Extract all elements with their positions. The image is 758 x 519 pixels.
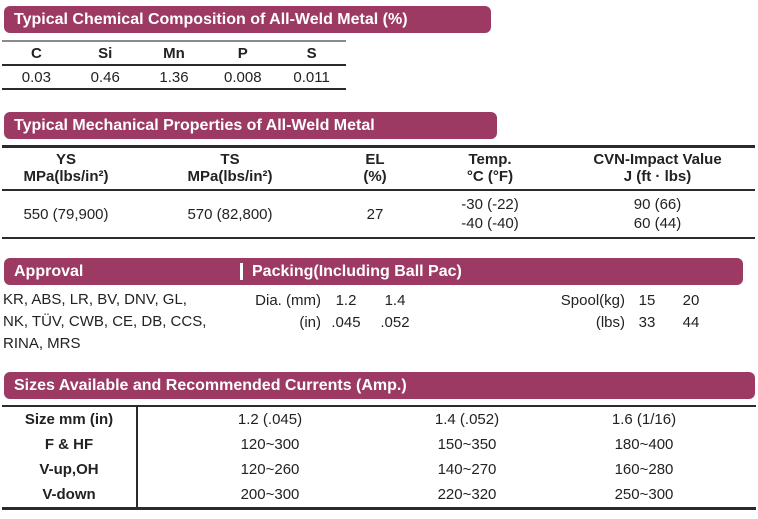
chem-col-p: P <box>237 44 248 62</box>
chemical-table-header-row: C Si Mn P S <box>2 42 346 66</box>
chemical-composition-title: Typical Chemical Composition of All-Weld… <box>14 10 408 28</box>
current-value: 220~320 <box>437 486 497 503</box>
current-value: 120~300 <box>240 436 300 453</box>
approval-title: Approval <box>14 262 84 280</box>
dia-mm-label: Dia. (mm) <box>255 292 321 309</box>
spool-kg-value: 15 <box>638 292 656 309</box>
current-row-label: F & HF <box>2 432 138 457</box>
mech-val-ts: 570 (82,800) <box>187 205 273 223</box>
dia-mm-value: 1.2 <box>335 292 357 309</box>
chem-val-c: 0.03 <box>21 68 51 86</box>
mech-val-ys: 550 (79,900) <box>23 205 109 223</box>
chem-col-s: S <box>306 44 317 62</box>
current-value: 120~260 <box>240 461 300 478</box>
size-row-label: Size mm (in) <box>2 407 138 432</box>
sizes-currents-table: Size mm (in) 1.2 (.045) 1.4 (.052) 1.6 (… <box>2 405 756 510</box>
packing-spool-table: Spool(kg) 15 20 (lbs) 33 44 <box>545 290 713 334</box>
spool-kg-value: 20 <box>682 292 700 309</box>
mech-col-el: EL (%) <box>363 151 387 185</box>
chem-val-mn: 1.36 <box>159 68 189 86</box>
current-value: 250~300 <box>614 486 674 503</box>
size-col-value: 1.2 (.045) <box>237 411 303 428</box>
dia-mm-value: 1.4 <box>384 292 406 309</box>
chemical-table-value-row: 0.03 0.46 1.36 0.008 0.011 <box>2 66 346 90</box>
mech-col-temp: Temp. °C (°F) <box>466 151 514 185</box>
mechanical-properties-title: Typical Mechanical Properties of All-Wel… <box>14 116 375 134</box>
approval-agencies-list: KR, ABS, LR, BV, DNV, GL, NK, TÜV, CWB, … <box>3 289 206 355</box>
mech-val-temp: -30 (-22) -40 (-40) <box>461 196 519 232</box>
packing-title: Packing(Including Ball Pac) <box>252 262 462 280</box>
chem-col-si: Si <box>98 44 113 62</box>
size-col-value: 1.4 (.052) <box>434 411 500 428</box>
spool-kg-label: Spool(kg) <box>560 292 625 309</box>
dia-in-value: .045 <box>331 314 361 331</box>
header-divider <box>240 263 243 280</box>
current-value: 150~350 <box>437 436 497 453</box>
current-value: 160~280 <box>614 461 674 478</box>
chem-val-s: 0.011 <box>293 68 330 86</box>
mech-col-ys: YS MPa(lbs/in²) <box>23 151 109 185</box>
mechanical-properties-header-bar: Typical Mechanical Properties of All-Wel… <box>4 112 497 139</box>
packing-diameter-table: Dia. (mm) 1.2 1.4 (in) .045 .052 <box>245 290 419 334</box>
mech-val-cvn: 90 (66) 60 (44) <box>633 196 682 232</box>
mech-col-cvn: CVN-Impact Value J (ft · lbs) <box>593 151 722 185</box>
sizes-currents-grid: Size mm (in) 1.2 (.045) 1.4 (.052) 1.6 (… <box>2 407 756 507</box>
mechanical-table-value-row: 550 (79,900) 570 (82,800) 27 -30 (-22) -… <box>2 191 755 239</box>
current-value: 200~300 <box>240 486 300 503</box>
current-value: 140~270 <box>437 461 497 478</box>
approval-line: KR, ABS, LR, BV, DNV, GL, <box>3 291 187 308</box>
chemical-composition-table: C Si Mn P S 0.03 0.46 1.36 0.008 0.011 <box>2 40 346 90</box>
chem-col-mn: Mn <box>163 44 185 62</box>
chem-val-si: 0.46 <box>90 68 120 86</box>
spool-lbs-value: 44 <box>682 314 700 331</box>
current-row-label: V-up,OH <box>2 457 138 482</box>
chemical-composition-header-bar: Typical Chemical Composition of All-Weld… <box>4 6 491 33</box>
approval-line: NK, TÜV, CWB, CE, DB, CCS, <box>3 313 207 330</box>
chem-col-c: C <box>30 44 42 62</box>
current-value: 180~400 <box>614 436 674 453</box>
current-row-label: V-down <box>2 482 138 507</box>
spool-lbs-value: 33 <box>638 314 656 331</box>
approval-line: RINA, MRS <box>3 335 81 352</box>
dia-in-label: (in) <box>299 314 321 331</box>
sizes-currents-title: Sizes Available and Recommended Currents… <box>14 376 407 394</box>
size-col-value: 1.6 (1/16) <box>611 411 677 428</box>
mech-col-ts: TS MPa(lbs/in²) <box>187 151 273 185</box>
sizes-currents-header-bar: Sizes Available and Recommended Currents… <box>4 372 755 399</box>
chem-val-p: 0.008 <box>224 68 262 86</box>
mechanical-table-header-row: YS MPa(lbs/in²) TS MPa(lbs/in²) EL (%) T… <box>2 148 755 191</box>
approval-packing-header-bar: Approval Packing(Including Ball Pac) <box>4 258 743 285</box>
mechanical-properties-table: YS MPa(lbs/in²) TS MPa(lbs/in²) EL (%) T… <box>2 145 755 239</box>
dia-in-value: .052 <box>380 314 410 331</box>
spool-lbs-label: (lbs) <box>595 314 625 331</box>
mech-val-el: 27 <box>366 205 384 223</box>
